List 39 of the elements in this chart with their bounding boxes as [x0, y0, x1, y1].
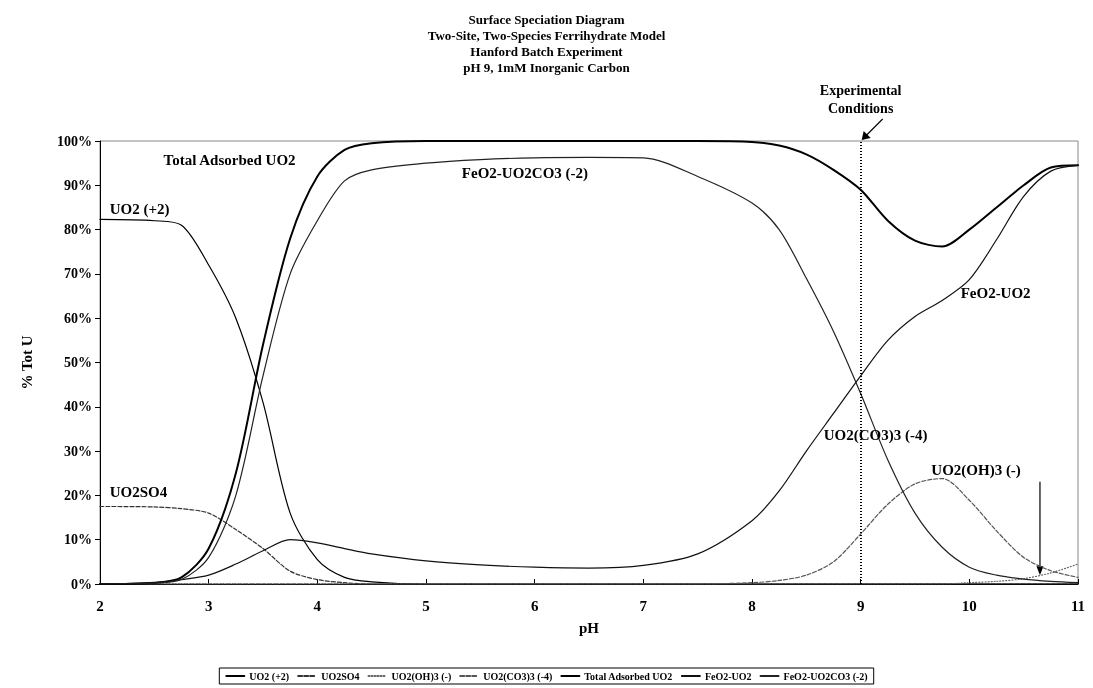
annotation: FeO2-UO2CO3 (-2) [461, 165, 589, 183]
y-tick-label: 40% [64, 399, 92, 415]
annotation: UO2SO4 [109, 484, 168, 501]
legend-label: UO2(CO3)3 (-4) [483, 670, 553, 683]
annotation: FeO2-UO2 [960, 284, 1031, 301]
y-tick-label: 10% [64, 532, 92, 548]
annotation: UO2(OH)3 (-) [931, 462, 1021, 480]
x-tick-label: 3 [204, 597, 213, 614]
x-tick-label: 4 [313, 597, 322, 614]
legend-label: FeO2-UO2CO3 (-2) [783, 670, 868, 683]
y-tick-label: 70% [64, 266, 92, 282]
x-tick-label: 7 [639, 597, 648, 614]
x-tick-label: 9 [856, 597, 865, 614]
x-tick-label: 6 [530, 597, 539, 614]
x-tick-label: 11 [1070, 597, 1086, 614]
legend-label: Total Adsorbed UO2 [584, 670, 673, 682]
y-axis-title: % Tot U [18, 335, 35, 390]
x-tick-label: 10 [961, 597, 977, 614]
ref-line-label: Experimental Conditions [819, 82, 902, 116]
x-tick-label: 5 [422, 597, 430, 614]
legend-label: UO2SO4 [321, 670, 360, 682]
legend-label: FeO2-UO2 [704, 670, 752, 682]
y-tick-label: 100% [57, 133, 92, 149]
legend-label: UO2 (+2) [249, 670, 290, 683]
y-tick-label: 20% [64, 487, 92, 503]
y-tick-label: 90% [64, 177, 92, 193]
x-axis-title: pH [578, 619, 600, 636]
annotation: UO2 (+2) [109, 200, 170, 218]
annotation: Total Adsorbed UO2 [163, 152, 296, 169]
x-tick-label: 2 [96, 597, 104, 614]
y-tick-label: 0% [71, 576, 92, 592]
chart-subtitle: Two-Site, Two-Species Ferrihydrate Model Hanford Batch Experiment pH 9, 1mM Inorganic Carbon [427, 27, 666, 75]
y-tick-label: 60% [64, 310, 92, 326]
x-tick-label: 8 [748, 597, 756, 614]
y-tick-label: 80% [64, 222, 92, 238]
y-tick-label: 50% [64, 355, 92, 370]
chart-title: Surface Speciation Diagram [468, 11, 625, 27]
y-tick-label: 30% [64, 443, 92, 459]
legend-label: UO2(OH)3 (-) [391, 670, 452, 683]
